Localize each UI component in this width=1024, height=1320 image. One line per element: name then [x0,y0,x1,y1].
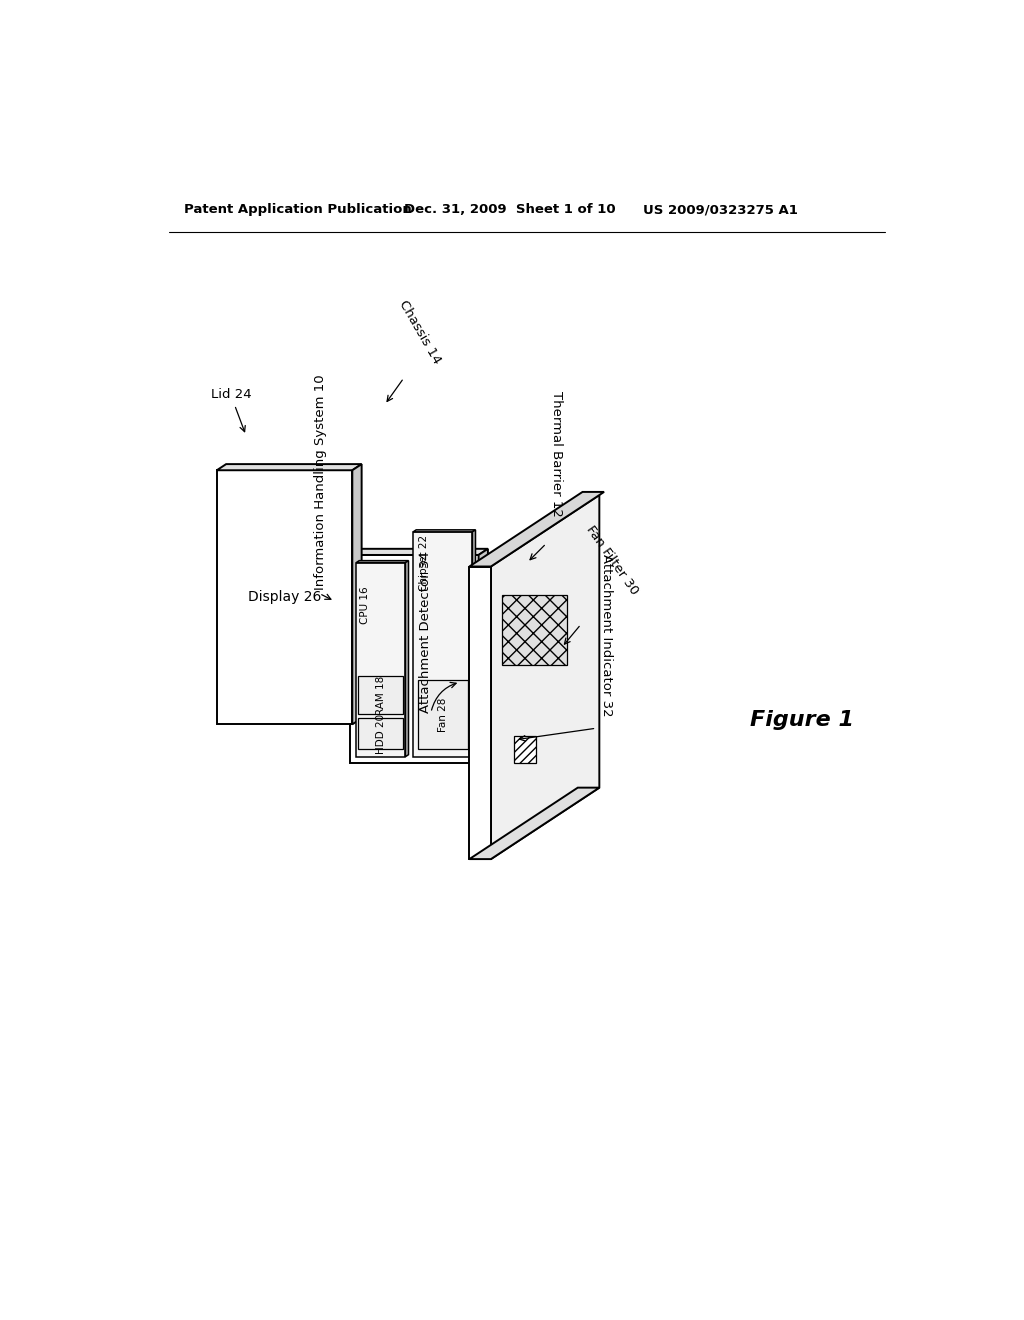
Polygon shape [352,465,361,725]
Polygon shape [356,561,409,562]
Text: CPU 16: CPU 16 [360,586,370,624]
Bar [418,680,468,748]
Polygon shape [350,554,478,763]
Text: Display 26: Display 26 [248,590,322,605]
Polygon shape [350,549,487,554]
Text: HDD 20: HDD 20 [376,714,386,754]
Bar [358,676,403,714]
Bar [469,647,478,675]
Text: Dec. 31, 2009  Sheet 1 of 10: Dec. 31, 2009 Sheet 1 of 10 [403,203,615,216]
Polygon shape [469,492,604,566]
Polygon shape [472,529,475,756]
Text: Patent Application Publication: Patent Application Publication [184,203,413,216]
Text: Chipset 22: Chipset 22 [419,535,429,591]
Polygon shape [478,549,487,763]
Polygon shape [413,529,475,532]
Polygon shape [490,495,599,859]
Bar [514,737,536,763]
Polygon shape [217,470,352,725]
Polygon shape [413,532,472,756]
Polygon shape [356,562,406,756]
Text: US 2009/0323275 A1: US 2009/0323275 A1 [643,203,798,216]
Polygon shape [469,566,490,859]
Polygon shape [217,465,361,470]
Bar [502,595,567,665]
Text: Figure 1: Figure 1 [751,710,854,730]
Text: Chassis 14: Chassis 14 [396,298,443,367]
Text: Attachment Detector 34: Attachment Detector 34 [419,550,432,713]
Bar [358,718,403,748]
Text: Thermal Barrier 12: Thermal Barrier 12 [550,391,563,516]
Polygon shape [469,788,599,859]
Text: Fan Filter 30: Fan Filter 30 [584,523,641,598]
Text: Attachment Indicator 32: Attachment Indicator 32 [600,554,613,717]
Text: Fan 28: Fan 28 [438,697,447,731]
Text: RAM 18: RAM 18 [376,676,386,714]
Polygon shape [406,561,409,756]
Text: Lid 24: Lid 24 [211,388,252,401]
Text: Information Handling System 10: Information Handling System 10 [313,374,327,590]
